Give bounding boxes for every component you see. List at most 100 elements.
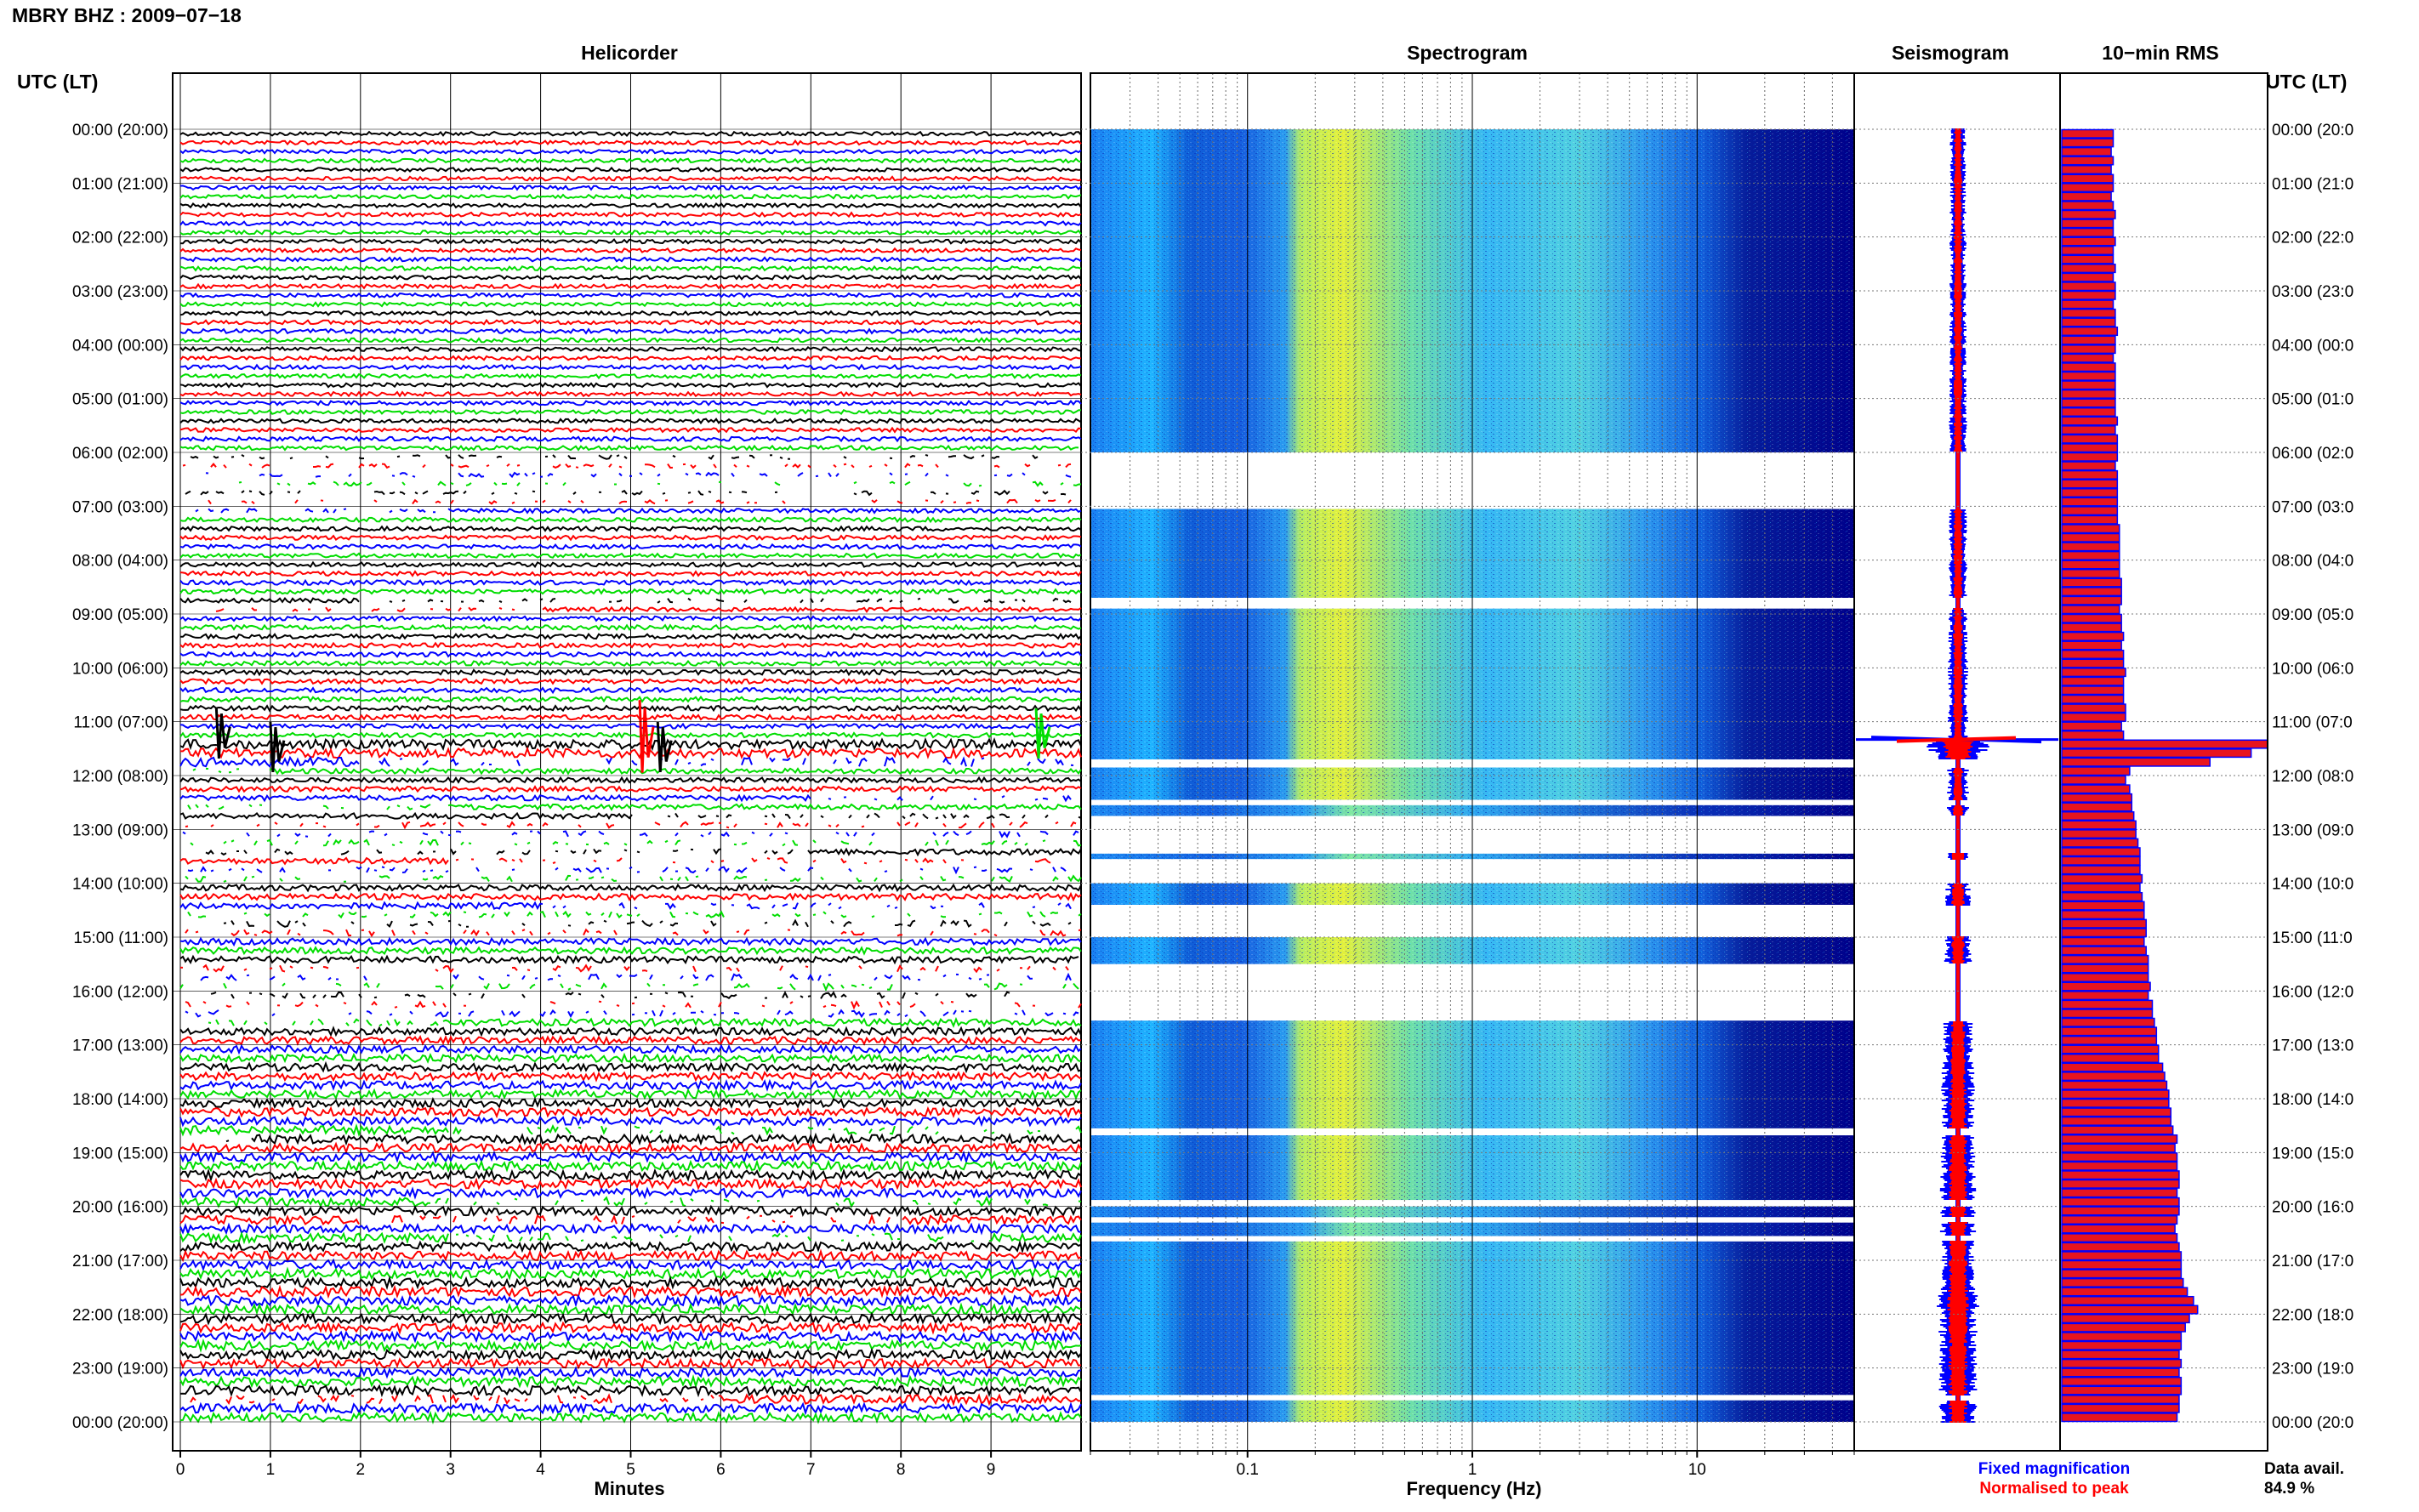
hour-label: 00:00 (20:00) bbox=[72, 1414, 168, 1432]
helicorder-trace-row bbox=[179, 736, 1082, 752]
rms-bar bbox=[2061, 1179, 2180, 1189]
rms-bar bbox=[2061, 1332, 2183, 1342]
hour-label: 22:00 (18:00) bbox=[72, 1306, 168, 1324]
helicorder-trace-row bbox=[179, 166, 1081, 173]
rms-bar bbox=[2061, 183, 2114, 193]
helicorder-trace-row bbox=[179, 1186, 1082, 1200]
helicorder-trace-row bbox=[185, 821, 1077, 830]
minute-tick-label: 0 bbox=[176, 1461, 185, 1479]
rms-bar bbox=[2061, 362, 2116, 372]
rms-bar bbox=[2061, 999, 2154, 1009]
rms-bar bbox=[2061, 1143, 2176, 1153]
helicorder-trace-row bbox=[179, 615, 1082, 622]
hour-label-right: 09:00 (05:0 bbox=[2272, 606, 2354, 624]
helicorder-trace-row bbox=[179, 237, 1082, 245]
rms-bar bbox=[2061, 353, 2114, 363]
helicorder-heading: Helicorder bbox=[581, 42, 678, 64]
hour-label-right: 12:00 (08:0 bbox=[2272, 768, 2354, 786]
rms-bar bbox=[2061, 1044, 2160, 1054]
helicorder-trace-row bbox=[179, 1123, 1082, 1137]
hour-label: 11:00 (07:00) bbox=[73, 714, 168, 732]
minute-tick-label: 4 bbox=[536, 1461, 545, 1479]
rms-bar bbox=[2061, 335, 2116, 345]
helicorder-trace-row bbox=[179, 704, 1082, 713]
rms-bar bbox=[2061, 290, 2116, 300]
helicorder-trace-row bbox=[179, 1034, 1082, 1046]
helicorder-trace-row bbox=[179, 1204, 1082, 1218]
rms-bar bbox=[2061, 1340, 2183, 1350]
helicorder-trace-row bbox=[179, 390, 1082, 398]
rms-bar bbox=[2061, 622, 2122, 633]
helicorder-trace-row bbox=[179, 811, 1082, 821]
rms-bar bbox=[2061, 514, 2119, 525]
hour-label: 12:00 (08:00) bbox=[72, 768, 168, 786]
rms-bar bbox=[2061, 676, 2125, 686]
rms-bar bbox=[2061, 757, 2211, 767]
helicorder-trace-row bbox=[179, 1159, 1082, 1174]
rms-bar bbox=[2061, 201, 2114, 211]
helicorder-trace-row bbox=[179, 300, 1082, 308]
helicorder-trace-row bbox=[180, 632, 1082, 640]
rms-bar bbox=[2061, 1385, 2183, 1395]
minutes-axis-label: Minutes bbox=[594, 1478, 664, 1499]
rms-bar bbox=[2061, 730, 2125, 741]
rms-bar bbox=[2061, 434, 2119, 444]
helicorder-trace-row bbox=[179, 1088, 1082, 1100]
rms-bar bbox=[2061, 694, 2125, 704]
rms-bar bbox=[2061, 317, 2116, 327]
rms-bar bbox=[2061, 963, 2149, 974]
rms-bar bbox=[2061, 1233, 2178, 1243]
rms-bar bbox=[2061, 649, 2125, 660]
rms-heading: 10−min RMS bbox=[2102, 42, 2218, 64]
rms-bar bbox=[2061, 209, 2116, 219]
rms-bar bbox=[2061, 838, 2139, 848]
rms-bar bbox=[2061, 532, 2120, 543]
helicorder-trace-row bbox=[190, 838, 1082, 847]
hour-label-right: 07:00 (03:0 bbox=[2272, 498, 2354, 516]
rms-bar bbox=[2061, 1125, 2174, 1135]
helicorder-trace-row bbox=[179, 1231, 1082, 1245]
rms-bar bbox=[2061, 1259, 2183, 1270]
rms-bar bbox=[2061, 1116, 2172, 1126]
rms-bar bbox=[2061, 1350, 2180, 1360]
helicorder-trace-row bbox=[179, 318, 1082, 326]
rms-bar bbox=[2061, 1305, 2199, 1315]
hour-label: 20:00 (16:00) bbox=[72, 1199, 168, 1217]
helicorder-trace-row bbox=[201, 975, 1079, 981]
helicorder-trace-row bbox=[179, 1258, 1082, 1272]
hour-label: 01:00 (21:00) bbox=[72, 175, 168, 193]
minute-tick-label: 8 bbox=[896, 1461, 906, 1479]
helicorder-trace-row bbox=[179, 1052, 1082, 1064]
rms-bar bbox=[2061, 146, 2112, 156]
helicorder-trace-row bbox=[188, 867, 1076, 873]
helicorder-trace-row bbox=[179, 264, 1082, 272]
helicorder-trace-row bbox=[179, 516, 1082, 524]
hour-label-right: 22:00 (18:0 bbox=[2272, 1306, 2354, 1324]
helicorder-trace-row bbox=[211, 992, 1081, 999]
hour-label-right: 02:00 (22:0 bbox=[2272, 230, 2354, 247]
rms-bar bbox=[2061, 1080, 2168, 1090]
seismogram-panel bbox=[1853, 72, 2061, 1452]
rms-bar bbox=[2061, 577, 2122, 588]
helicorder-trace-row bbox=[179, 731, 1082, 739]
rms-bar bbox=[2061, 595, 2122, 605]
helicorder-trace-row bbox=[179, 1384, 1082, 1398]
helicorder-trace-row bbox=[179, 641, 1082, 649]
minute-tick-label: 3 bbox=[446, 1461, 455, 1479]
hour-label: 16:00 (12:00) bbox=[72, 983, 168, 1001]
hour-label-right: 04:00 (00:0 bbox=[2272, 337, 2354, 355]
legend-fixed-magnification: Fixed magnification bbox=[1978, 1460, 2130, 1478]
rms-bar bbox=[2061, 901, 2145, 911]
rms-bar bbox=[2061, 721, 2122, 731]
rms-bar bbox=[2061, 219, 2114, 229]
hour-label-right: 10:00 (06:0 bbox=[2272, 660, 2354, 678]
page-title: MBRY BHZ : 2009−07−18 bbox=[12, 4, 242, 26]
minute-tick-label: 7 bbox=[806, 1461, 816, 1479]
rms-bar bbox=[2061, 227, 2114, 237]
rms-bar bbox=[2061, 802, 2133, 812]
hour-label: 00:00 (20:00) bbox=[72, 122, 168, 139]
event-waveform bbox=[269, 721, 286, 772]
hour-label-right: 08:00 (04:0 bbox=[2272, 553, 2354, 571]
rms-grid bbox=[173, 128, 2268, 1423]
spectrogram-heading: Spectrogram bbox=[1407, 42, 1528, 64]
